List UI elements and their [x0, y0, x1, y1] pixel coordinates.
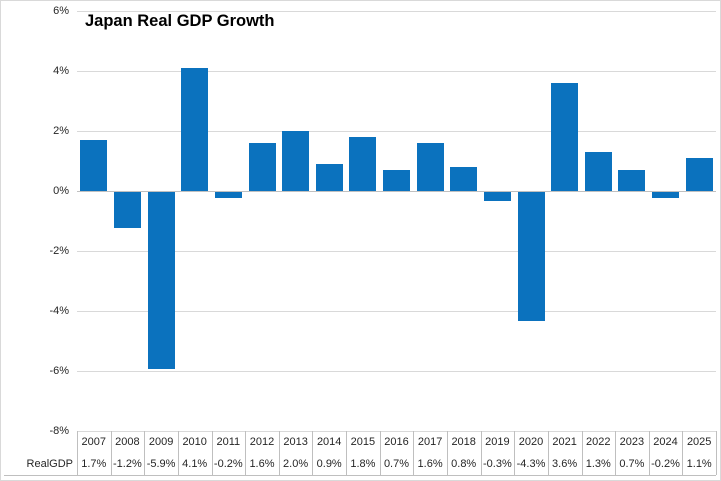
data-table-column-separator	[547, 431, 549, 475]
data-table-column-separator	[77, 431, 78, 475]
data-table-year: 2010	[182, 436, 207, 448]
gridline	[77, 431, 716, 432]
gridline	[77, 71, 716, 72]
data-table-row-label: RealGDP	[26, 458, 73, 470]
data-table-column-separator	[480, 431, 482, 475]
data-table-year: 2024	[653, 436, 678, 448]
data-table-value: -0.2%	[213, 458, 243, 470]
data-table-year: 2021	[552, 436, 577, 448]
data-table-column-separator	[413, 431, 415, 475]
bar-2012	[248, 143, 276, 191]
bar-2010	[181, 68, 209, 191]
bar-2013	[282, 131, 310, 191]
data-table-year: 2017	[417, 436, 443, 448]
bar-2023	[618, 170, 646, 191]
data-table-value: -0.3%	[483, 458, 512, 470]
data-table-year: 2012	[249, 436, 275, 448]
data-table-bottom-border	[4, 475, 716, 476]
gridline	[77, 251, 716, 252]
data-table-column-separator	[581, 431, 583, 475]
data-table-value: -4.3%	[516, 458, 546, 470]
data-table-year: 2011	[216, 436, 241, 448]
bar-2011	[214, 192, 242, 198]
bar-2015	[349, 137, 377, 191]
data-table-year: 2009	[148, 436, 174, 448]
data-table-column-separator	[716, 431, 717, 475]
data-table-year: 2022	[586, 436, 611, 448]
bar-2016	[383, 170, 410, 191]
data-table-year: 2007	[81, 436, 107, 448]
y-tick-label: -2%	[49, 245, 69, 257]
data-table-value: 3.6%	[552, 458, 578, 470]
data-table-column-separator	[514, 431, 516, 475]
data-table-value: 4.1%	[182, 458, 208, 470]
gridline	[77, 311, 716, 312]
y-tick-label: 2%	[53, 125, 69, 137]
gridline	[77, 11, 716, 12]
data-table-column-separator	[245, 431, 247, 475]
bar-2008	[113, 192, 141, 228]
bar-2018	[450, 167, 478, 191]
data-table-column-separator	[177, 431, 179, 475]
data-table-value: -1.2%	[113, 458, 142, 470]
data-table-value: 1.7%	[81, 458, 107, 470]
y-tick-label: -6%	[49, 365, 69, 377]
bar-2009	[147, 192, 175, 369]
data-table-year: 2013	[283, 436, 308, 448]
data-table-value: 1.6%	[249, 458, 275, 470]
y-tick-label: -8%	[49, 425, 69, 437]
y-tick-label: 6%	[53, 5, 69, 17]
data-table-value: -0.2%	[651, 458, 680, 470]
data-table-year: 2020	[518, 436, 544, 448]
data-table-column-separator	[110, 431, 112, 475]
y-tick-label: -4%	[49, 305, 69, 317]
data-table-column-separator	[346, 431, 348, 475]
bar-2014	[315, 164, 343, 191]
data-table-column-separator	[446, 431, 448, 475]
data-table-value: 1.6%	[417, 458, 443, 470]
bar-2024	[652, 192, 680, 198]
data-table-value: 1.3%	[585, 458, 611, 470]
bar-2020	[517, 192, 545, 321]
bar-2017	[416, 143, 444, 191]
data-table-year: 2019	[485, 436, 510, 448]
data-table-column-separator	[615, 431, 617, 475]
data-table-value: 2.0%	[283, 458, 309, 470]
data-table-column-separator	[682, 431, 684, 475]
data-table-value: 0.8%	[451, 458, 477, 470]
data-table-year: 2016	[384, 436, 409, 448]
data-table-value: 0.9%	[316, 458, 342, 470]
y-tick-label: 4%	[53, 65, 69, 77]
gridline	[77, 131, 716, 132]
data-table-value: -5.9%	[146, 458, 176, 470]
data-table-column-separator	[278, 431, 280, 475]
bar-2025	[685, 158, 713, 191]
data-table-value: 0.7%	[619, 458, 645, 470]
data-table-year: 2015	[350, 436, 376, 448]
data-table-value: 1.8%	[350, 458, 376, 470]
zero-gridline	[77, 191, 716, 192]
gridline	[77, 371, 716, 372]
data-table-value: 0.7%	[383, 458, 410, 470]
data-table-year: 2025	[686, 436, 712, 448]
data-table-column-separator	[211, 431, 213, 475]
data-table-year: 2008	[115, 436, 140, 448]
data-table-column-separator	[312, 431, 314, 475]
data-table-column-separator	[648, 431, 650, 475]
data-table-year: 2018	[451, 436, 476, 448]
bar-2022	[584, 152, 612, 191]
data-table-value: 1.1%	[686, 458, 712, 470]
chart-title: Japan Real GDP Growth	[85, 12, 275, 30]
data-table-year: 2014	[316, 436, 342, 448]
data-table-column-separator	[379, 431, 381, 475]
bar-2019	[483, 192, 511, 201]
data-table-column-separator	[144, 431, 146, 475]
data-table-year: 2023	[619, 436, 645, 448]
y-tick-label: 0%	[53, 185, 69, 197]
bar-2007	[80, 140, 108, 191]
bar-2021	[551, 83, 579, 191]
